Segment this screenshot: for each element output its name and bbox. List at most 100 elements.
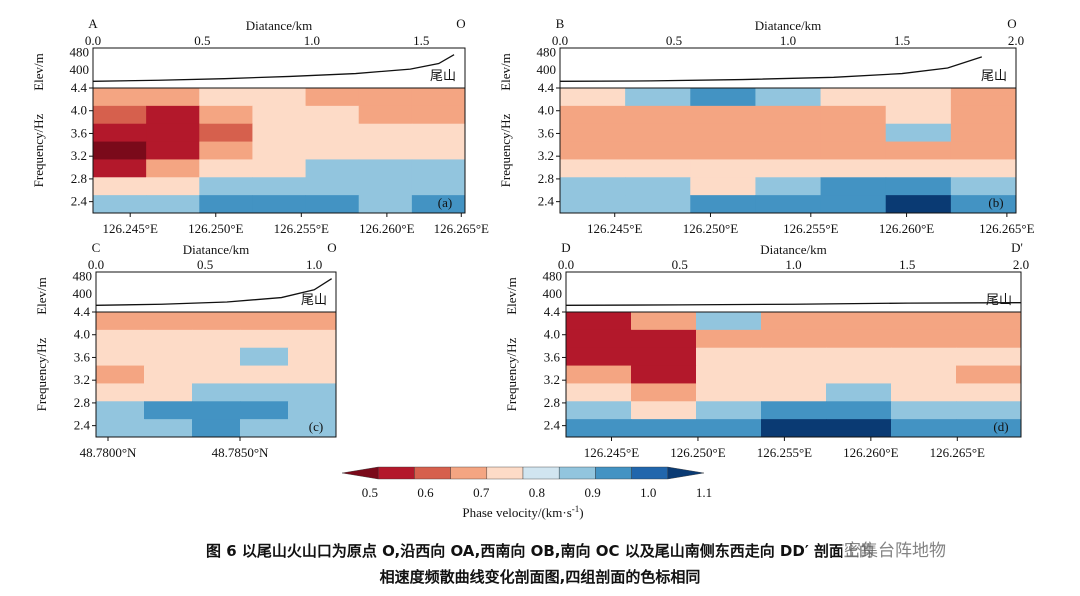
heatmap-cell <box>146 105 200 125</box>
heatmap-cell <box>820 105 887 125</box>
heatmap-cell <box>93 177 147 196</box>
heatmap-cell <box>566 312 632 331</box>
topography-label: 尾山 <box>301 293 327 308</box>
frequency-tick-label: 4.4 <box>71 80 88 95</box>
colorbar-tick-label: 0.9 <box>584 485 600 500</box>
location-tick-label: 48.7800°N <box>80 445 137 460</box>
frequency-tick-label: 3.2 <box>71 148 87 163</box>
heatmap-cell <box>252 88 307 107</box>
heatmap-cell <box>252 177 307 196</box>
heatmap-cell <box>820 141 887 160</box>
heatmap-cell <box>93 195 147 214</box>
section-panel-a: Diatance/km 0.0 0.5 1.0 1.5 A O Elev/m 480 400 尾山 4… <box>31 16 489 236</box>
heatmap-cell <box>625 105 691 125</box>
frequency-tick-label: 3.2 <box>74 372 90 387</box>
heatmap-cell <box>755 123 822 143</box>
location-tick-label: 126.245°E <box>584 445 639 460</box>
heatmap-cell <box>252 195 307 214</box>
heatmap-cell <box>252 141 307 160</box>
colorbar-swatch <box>667 466 705 480</box>
frequency-tick-label: 3.2 <box>538 148 554 163</box>
heatmap-cell <box>288 312 337 331</box>
heatmap-cell <box>950 105 1017 125</box>
heatmap-cell <box>820 177 887 196</box>
heatmap-cell <box>144 312 193 331</box>
colorbar-swatch <box>486 466 524 480</box>
elevation-tick-label: 400 <box>70 62 90 77</box>
frequency-tick-label: 2.8 <box>74 395 90 410</box>
colorbar-swatch <box>559 466 596 480</box>
heatmap-cell <box>631 419 697 438</box>
heatmap-cell <box>631 329 697 349</box>
heatmap-cell <box>560 123 626 143</box>
heatmap-cell <box>96 401 145 420</box>
heatmap-cell <box>696 312 762 331</box>
heatmap-cell <box>690 141 756 160</box>
frequency-tick-label: 3.6 <box>74 349 91 364</box>
heatmap-cell <box>696 383 762 402</box>
heatmap-cell <box>305 159 360 178</box>
location-tick-label: 126.250°E <box>188 221 243 236</box>
heatmap-cell <box>696 419 762 438</box>
colorbar-swatch <box>341 466 379 480</box>
heatmap-cell <box>820 88 887 107</box>
heatmap-cell <box>950 195 1017 214</box>
colorbar-tick-label: 0.6 <box>417 485 434 500</box>
heatmap-cell <box>885 159 952 178</box>
heatmap-cell <box>96 347 145 367</box>
heatmap-cell <box>192 347 241 367</box>
heatmap-cell <box>560 141 626 160</box>
heatmap-cell <box>696 347 762 367</box>
heatmap-cell <box>690 159 756 178</box>
distance-tick-label: 1.0 <box>785 257 801 272</box>
colorbar-tick-label: 1.1 <box>696 485 712 500</box>
heatmap-cell <box>755 177 822 196</box>
frequency-tick-label: 4.4 <box>538 80 555 95</box>
distance-tick-label: 0.0 <box>88 257 104 272</box>
frequency-axis-title: Frequency/Hz <box>504 337 519 411</box>
heatmap-cell <box>696 365 762 384</box>
heatmap-cell <box>696 329 762 349</box>
elevation-profile-line <box>95 278 332 306</box>
frequency-tick-label: 4.0 <box>544 327 560 342</box>
location-tick-label: 126.255°E <box>757 445 812 460</box>
heatmap-cell <box>950 159 1017 178</box>
heatmap-cell <box>956 419 1022 438</box>
heatmap-cell <box>192 401 241 420</box>
heatmap-cell <box>305 88 360 107</box>
heatmap-cell <box>240 383 289 402</box>
location-tick-label: 126.265°E <box>979 221 1034 236</box>
heatmap-cell <box>199 141 253 160</box>
heatmap-cell <box>192 312 241 331</box>
heatmap-cell <box>411 88 466 107</box>
heatmap-cell <box>761 347 827 367</box>
distance-tick-label: 0.0 <box>85 33 101 48</box>
distance-axis-title: Diatance/km <box>246 18 312 33</box>
heatmap-cell <box>96 383 145 402</box>
colorbar-swatch <box>414 466 451 480</box>
location-tick-label: 126.245°E <box>103 221 158 236</box>
heatmap-cell <box>358 177 413 196</box>
heatmap-cell <box>560 88 626 107</box>
heatmap-cell <box>761 312 827 331</box>
heatmap-cell <box>891 312 957 331</box>
heatmap-cell <box>956 383 1022 402</box>
heatmap-cell <box>288 329 337 349</box>
heatmap-cell <box>950 141 1017 160</box>
heatmap-cell <box>240 312 289 331</box>
location-tick-label: 126.245°E <box>587 221 642 236</box>
heatmap-cell <box>144 383 193 402</box>
heatmap-cell <box>885 195 952 214</box>
heatmap-cell <box>358 105 413 125</box>
heatmap-cell <box>93 105 147 125</box>
heatmap-cell <box>144 419 193 438</box>
heatmap-cell <box>146 159 200 178</box>
heatmap-cell <box>566 401 632 420</box>
location-tick-label: 126.250°E <box>683 221 738 236</box>
section-panel-d: Diatance/km 0.0 0.5 1.0 1.5 2.0 D D' Elev/m 480 40… <box>504 240 1029 460</box>
heatmap-cell <box>252 123 307 143</box>
heatmap-cell <box>956 312 1022 331</box>
heatmap-cell <box>305 141 360 160</box>
colorbar-tick-label: 1.0 <box>640 485 656 500</box>
